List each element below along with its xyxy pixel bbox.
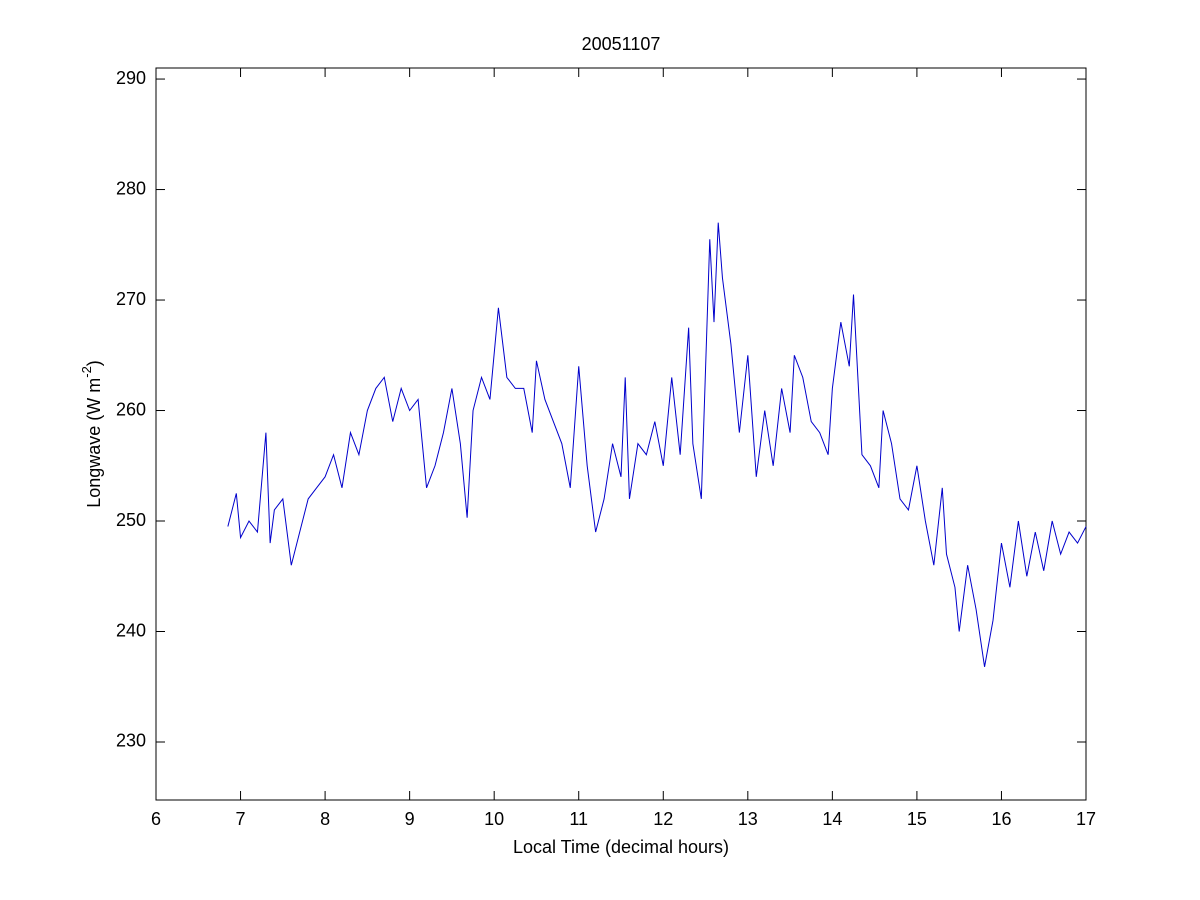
y-label-superscript: -2 — [79, 366, 94, 378]
chart-title: 20051107 — [582, 34, 661, 54]
axes-box — [155, 67, 1087, 801]
x-tick-label: 13 — [738, 809, 758, 829]
x-tick-label: 14 — [822, 809, 842, 829]
data-line — [227, 222, 1087, 667]
x-tick-label: 7 — [236, 809, 246, 829]
y-axis-label: Longwave (W m-2) — [79, 360, 104, 508]
y-label-main: Longwave (W m — [84, 378, 104, 508]
y-tick-label: 240 — [116, 620, 146, 640]
y-tick-label: 230 — [116, 731, 146, 751]
x-tick-label: 6 — [151, 809, 161, 829]
x-tick-label: 10 — [484, 809, 504, 829]
x-tick-label: 16 — [991, 809, 1011, 829]
x-axis-label: Local Time (decimal hours) — [513, 837, 729, 857]
y-tick-label: 260 — [116, 399, 146, 419]
y-tick-label: 270 — [116, 289, 146, 309]
x-tick-label: 17 — [1076, 809, 1096, 829]
x-tick-label: 12 — [653, 809, 673, 829]
x-tick-label: 15 — [907, 809, 927, 829]
y-tick-label: 250 — [116, 510, 146, 530]
y-label-end: ) — [84, 360, 104, 366]
y-tick-label: 280 — [116, 178, 146, 198]
x-tick-label: 9 — [405, 809, 415, 829]
x-tick-label: 11 — [569, 809, 588, 829]
y-tick-label: 290 — [116, 68, 146, 88]
x-tick-label: 8 — [320, 809, 330, 829]
